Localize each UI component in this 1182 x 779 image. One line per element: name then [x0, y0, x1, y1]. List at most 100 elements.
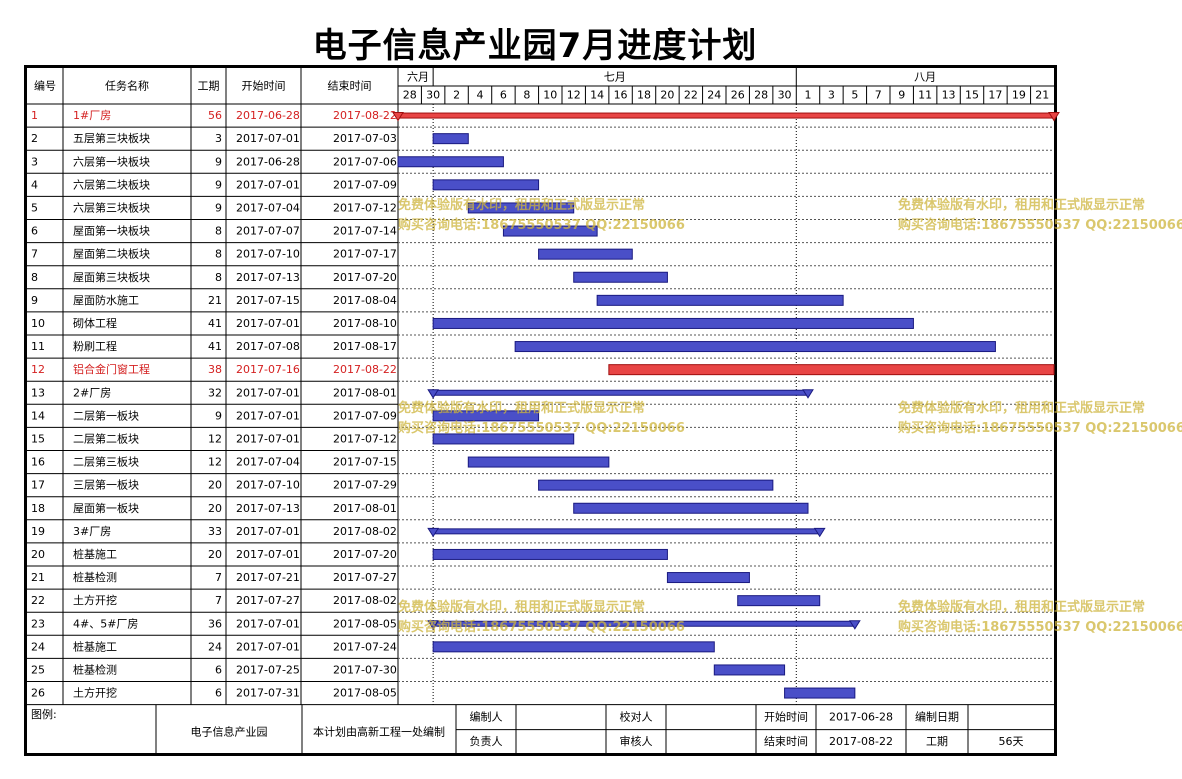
- day-label: 5: [851, 89, 858, 102]
- cell-task-name: 六层第三块板块: [73, 200, 150, 214]
- cell-task-name: 屋面第一块板块: [73, 224, 150, 238]
- summary-end-marker: [802, 389, 814, 399]
- cell-task-name: 五层第三块板块: [73, 131, 150, 145]
- cell-id: 6: [31, 225, 38, 238]
- cell-id: 26: [31, 687, 45, 700]
- gantt-bar: [397, 156, 504, 168]
- cell-start: 2017-07-01: [236, 317, 300, 330]
- cell-end: 2017-08-02: [333, 525, 397, 538]
- col-header-duration: 工期: [198, 80, 220, 93]
- cell-duration: 33: [208, 525, 222, 538]
- day-label: 15: [965, 89, 979, 102]
- cell-end: 2017-07-27: [333, 571, 397, 584]
- summary-end-marker: [427, 389, 440, 399]
- reviewer-label: 审核人: [620, 734, 653, 748]
- day-label: 30: [426, 89, 440, 102]
- day-label: 18: [637, 89, 651, 102]
- cell-start: 2017-07-01: [236, 178, 300, 191]
- gantt-bar: [432, 548, 668, 560]
- gantt-bar: [467, 202, 575, 214]
- page-title: 电子信息产业园7月进度计划: [312, 26, 758, 66]
- cell-id: 8: [31, 271, 38, 284]
- summary-end-marker: [1048, 112, 1060, 122]
- cell-start: 2017-07-04: [236, 456, 300, 469]
- cell-end: 2017-08-10: [333, 317, 397, 330]
- cell-start: 2017-07-13: [236, 271, 300, 284]
- cell-id: 15: [31, 432, 45, 445]
- summary-bar: [432, 528, 821, 535]
- cell-task-name: 三层第一板块: [73, 478, 139, 492]
- footer-start-value: 2017-06-28: [829, 711, 893, 724]
- day-label: 10: [543, 89, 557, 102]
- cell-duration: 20: [208, 479, 222, 492]
- cell-task-name: 砌体工程: [73, 316, 117, 330]
- day-label: 12: [567, 89, 581, 102]
- cell-duration: 32: [208, 386, 222, 399]
- cell-start: 2017-07-25: [236, 663, 300, 676]
- cell-task-name: 桩基检测: [73, 570, 117, 584]
- day-label: 1: [805, 89, 812, 102]
- cell-duration: 41: [208, 340, 222, 353]
- cell-end: 2017-07-03: [333, 132, 397, 145]
- cell-duration: 3: [215, 132, 222, 145]
- day-label: 2: [453, 89, 460, 102]
- summary-end-marker: [427, 527, 440, 538]
- cell-duration: 8: [215, 248, 222, 261]
- cell-end: 2017-08-22: [333, 109, 397, 122]
- cell-task-name: 土方开挖: [73, 593, 117, 607]
- gantt-bar: [538, 248, 633, 260]
- cell-start: 2017-07-01: [236, 409, 300, 422]
- cell-id: 7: [31, 248, 38, 261]
- gantt-bar: [538, 479, 774, 491]
- cell-id: 2: [31, 132, 38, 145]
- day-label: 24: [707, 89, 721, 102]
- cell-id: 5: [31, 201, 38, 214]
- cell-duration: 21: [208, 294, 222, 307]
- gantt-bar: [432, 433, 575, 445]
- cell-id: 14: [31, 409, 45, 422]
- gantt-bar: [467, 456, 610, 468]
- cell-duration: 12: [208, 456, 222, 469]
- cell-task-name: 二层第二板块: [73, 431, 139, 445]
- day-label: 26: [731, 89, 745, 102]
- footer-duration-label: 工期: [926, 735, 948, 748]
- summary-end-marker: [848, 620, 861, 630]
- cell-task-name: 2#厂房: [73, 386, 111, 399]
- cell-start: 2017-07-01: [236, 132, 300, 145]
- cell-task-name: 3#厂房: [73, 525, 111, 538]
- col-header-name: 任务名称: [105, 79, 149, 93]
- cell-task-name: 屋面防水施工: [73, 293, 139, 307]
- day-label: 9: [898, 89, 905, 102]
- cell-duration: 38: [208, 363, 222, 376]
- day-label: 14: [590, 89, 604, 102]
- cell-id: 24: [31, 640, 45, 653]
- summary-end-marker: [427, 620, 440, 630]
- month-label: 七月: [604, 71, 626, 84]
- gantt-bar: [432, 179, 540, 191]
- cell-task-name: 4#、5#厂房: [73, 617, 138, 630]
- cell-end: 2017-07-20: [333, 271, 397, 284]
- summary-bar: [432, 389, 809, 396]
- day-label: 30: [778, 89, 792, 102]
- cell-start: 2017-07-16: [236, 363, 300, 376]
- cell-id: 25: [31, 663, 45, 676]
- cell-end: 2017-08-02: [333, 594, 397, 607]
- cell-task-name: 六层第二块板块: [73, 177, 150, 191]
- cell-id: 9: [31, 294, 38, 307]
- cell-start: 2017-07-21: [236, 571, 300, 584]
- cell-end: 2017-08-01: [333, 386, 397, 399]
- cell-end: 2017-07-24: [333, 640, 397, 653]
- footer-duration-value: 56天: [999, 735, 1024, 748]
- day-label: 4: [477, 89, 484, 102]
- footer-end-label: 结束时间: [764, 735, 808, 748]
- cell-id: 22: [31, 594, 45, 607]
- cell-task-name: 桩基施工: [73, 547, 117, 561]
- cell-end: 2017-08-22: [333, 363, 397, 376]
- cell-end: 2017-07-12: [333, 432, 397, 445]
- cell-end: 2017-08-01: [333, 502, 397, 515]
- cell-id: 11: [31, 340, 45, 353]
- day-label: 28: [403, 89, 417, 102]
- cell-task-name: 六层第一块板块: [73, 154, 150, 168]
- cell-end: 2017-07-20: [333, 548, 397, 561]
